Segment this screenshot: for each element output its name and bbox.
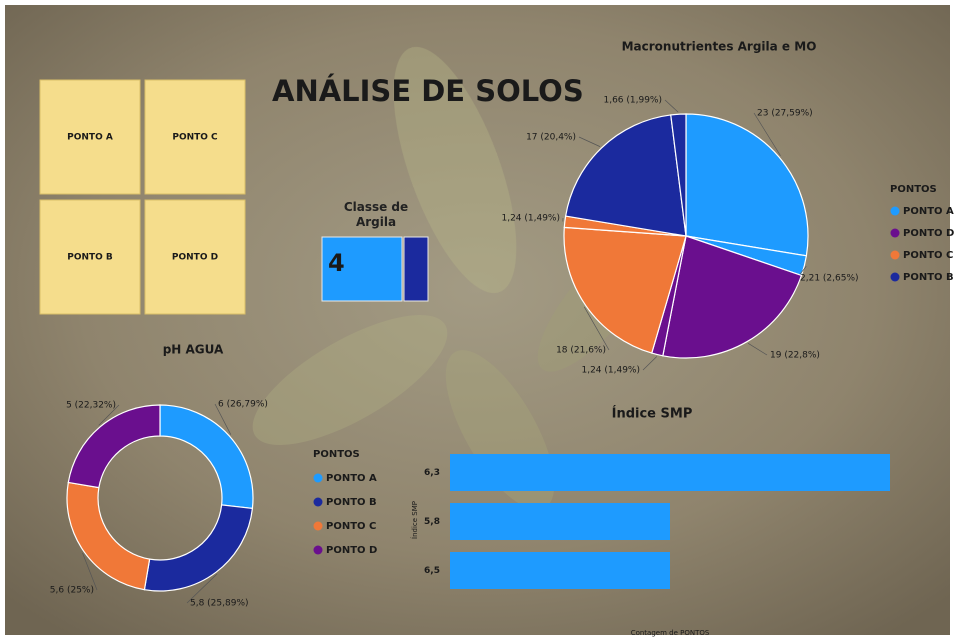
- y-tick-label: 5,8: [424, 517, 440, 527]
- legend-marker: [313, 497, 323, 507]
- pie-slice: [662, 235, 803, 359]
- data-label: 5 (22,32%): [66, 401, 116, 411]
- data-label: 5,8 (25,89%): [190, 599, 249, 609]
- legend-title: PONTOS: [313, 449, 360, 460]
- legend-label: PONTO C: [326, 521, 376, 532]
- legend-marker: [313, 545, 323, 555]
- chart-title: pH AGUA: [163, 343, 224, 357]
- legend-marker: [890, 228, 900, 238]
- y-tick-label: 6,3: [424, 468, 440, 478]
- slicer-label[interactable]: PONTO B: [67, 253, 113, 263]
- slicer-label[interactable]: PONTO D: [172, 253, 218, 263]
- leader-line: [578, 136, 601, 147]
- legend-marker: [890, 250, 900, 260]
- slicer-tile[interactable]: [144, 79, 246, 195]
- slicer-tile[interactable]: [39, 199, 141, 315]
- card-value: 4: [328, 249, 345, 277]
- legend-label: PONTO D: [326, 545, 377, 556]
- leader-line: [753, 112, 781, 156]
- legend-label: PONTO A: [326, 473, 377, 484]
- leader-line: [186, 573, 218, 604]
- slicer-label[interactable]: PONTO C: [172, 133, 218, 143]
- slicer-label[interactable]: PONTO A: [67, 133, 113, 143]
- legend-title: PONTOS: [890, 184, 937, 195]
- card-bar-secondary: [403, 236, 429, 302]
- legend-label: PONTO D: [903, 228, 954, 239]
- data-label: 1,24 (1,49%): [581, 366, 640, 376]
- pie-slice: [685, 113, 809, 257]
- legend-label: PONTO C: [903, 250, 953, 261]
- pie-slice: [563, 226, 687, 354]
- x-axis-label: Contagem de PONTOS: [631, 629, 710, 637]
- leader-line: [747, 343, 768, 356]
- legend-label: PONTO B: [326, 497, 377, 508]
- leader-line: [214, 403, 232, 435]
- bar: [450, 454, 890, 491]
- y-tick-label: 6,5: [424, 566, 440, 576]
- leader-line: [642, 356, 658, 371]
- data-label: 17 (20,4%): [526, 133, 576, 143]
- card-title: Classe de Argila: [343, 200, 409, 229]
- page-title: ANÁLISE DE SOLOS: [272, 74, 584, 108]
- data-label: 2,21 (2,65%): [800, 274, 859, 284]
- leader-line: [98, 404, 120, 426]
- data-label: 1,66 (1,99%): [603, 96, 662, 106]
- legend-marker: [890, 206, 900, 216]
- leader-line: [82, 552, 98, 591]
- legend-marker: [890, 272, 900, 282]
- data-label: 19 (22,8%): [770, 351, 820, 361]
- card-bar: [321, 236, 403, 302]
- data-label: 5,6 (25%): [50, 586, 94, 596]
- legend-label: PONTO B: [903, 272, 954, 283]
- data-label: 1,24 (1,49%): [501, 214, 560, 224]
- leader-line: [583, 306, 610, 351]
- data-label: 6 (26,79%): [218, 400, 268, 410]
- data-label: 18 (21,6%): [556, 346, 606, 356]
- pie-slice: [670, 113, 687, 237]
- bar: [450, 503, 670, 540]
- slicer-tile[interactable]: [144, 199, 246, 315]
- pie-slice: [564, 114, 687, 237]
- bar: [450, 552, 670, 589]
- leader-line: [664, 99, 679, 113]
- legend-label: PONTO A: [903, 206, 954, 217]
- legend-marker: [313, 521, 323, 531]
- legend-marker: [313, 473, 323, 483]
- chart-title: Macronutrientes Argila e MO: [622, 40, 817, 54]
- data-label: 23 (27,59%): [757, 109, 813, 119]
- chart-title: Índice SMP: [612, 406, 693, 422]
- y-axis-label: Índice SMP: [410, 501, 419, 539]
- slicer-tile[interactable]: [39, 79, 141, 195]
- donut-slice: [67, 404, 161, 489]
